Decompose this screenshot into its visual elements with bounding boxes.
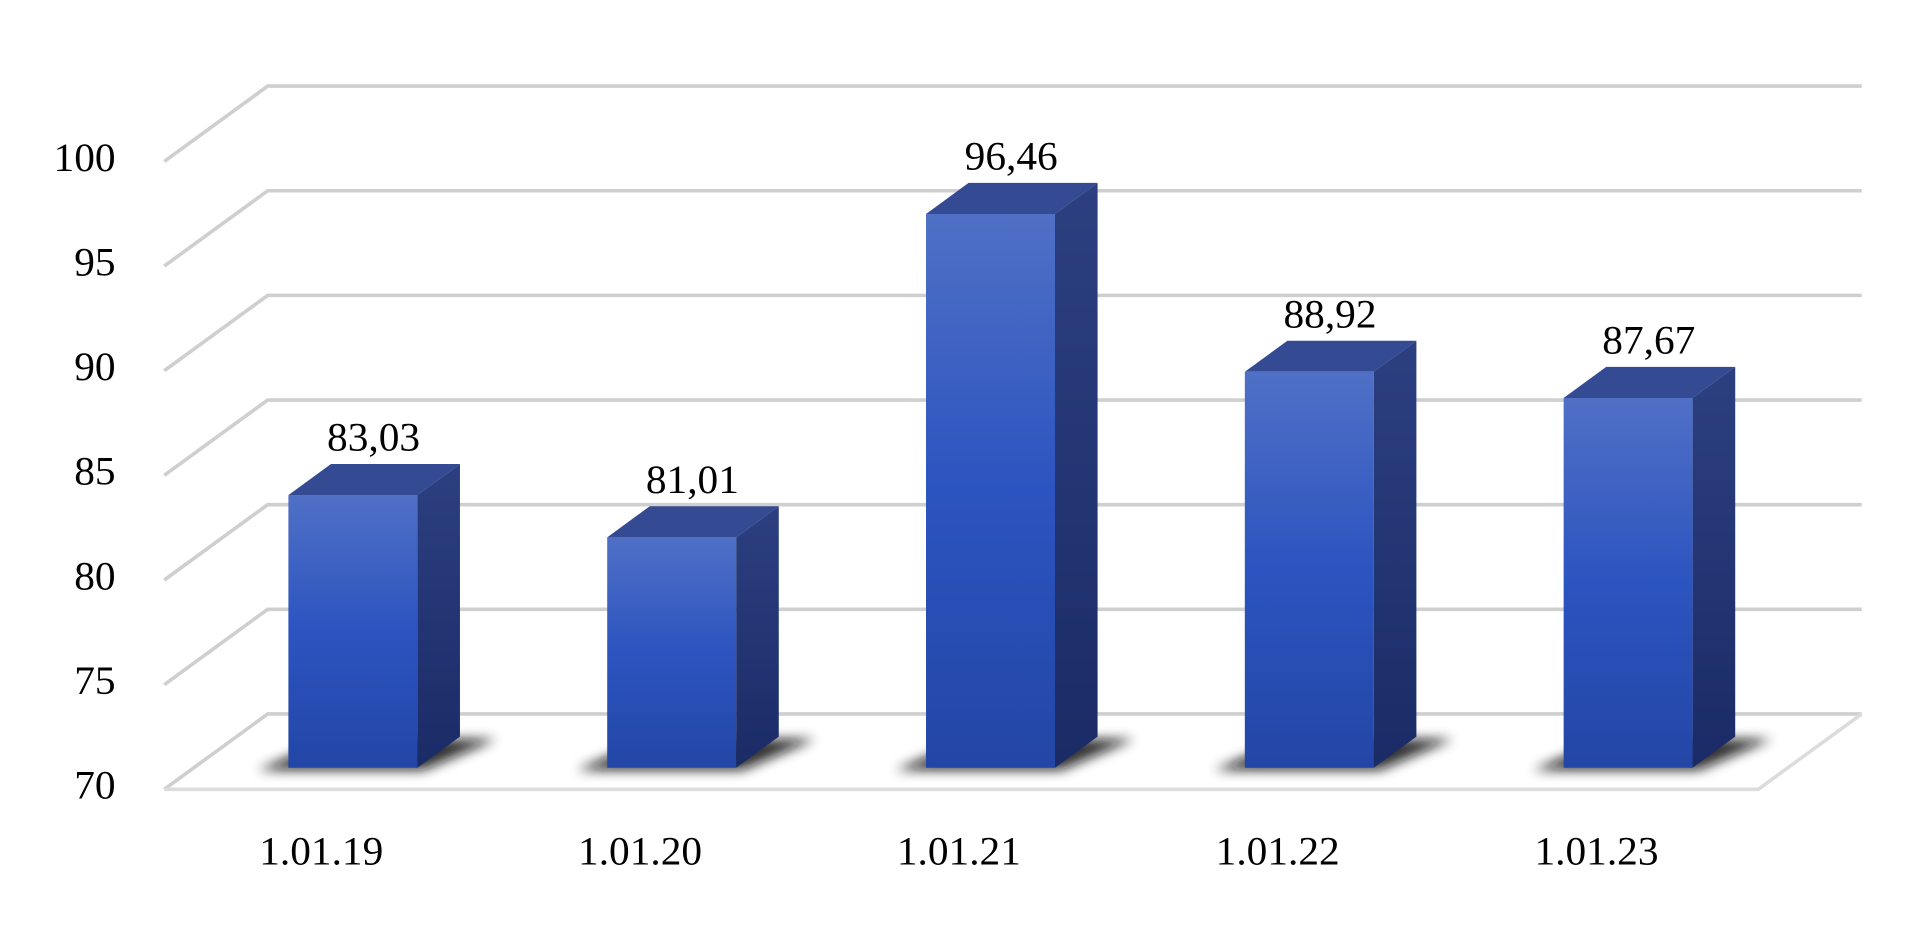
bar-side (1054, 182, 1098, 768)
bar-side (417, 463, 460, 768)
y-tick-label: 100 (54, 134, 116, 180)
bar-top (1244, 340, 1417, 372)
bars: 83,03 1.01.19 81,01 1.01.20 96,46 1.01.21 88,9… (257, 133, 1772, 874)
x-tick-label: 1.01.20 (578, 828, 702, 874)
y-tick-label: 75 (74, 657, 115, 703)
x-tick-label: 1.01.22 (1216, 828, 1340, 874)
bar-side (1373, 340, 1417, 768)
y-tick-label: 70 (74, 762, 115, 808)
x-tick-label: 1.01.23 (1534, 828, 1658, 874)
bar (1244, 371, 1374, 768)
bar-top (926, 182, 1098, 215)
y-tick-label: 95 (74, 239, 115, 285)
grid-line (163, 293, 1862, 373)
value-label: 96,46 (965, 133, 1058, 179)
bar-top (607, 506, 779, 538)
bar (607, 537, 737, 768)
grid-line (163, 84, 1862, 163)
y-tick-label: 90 (74, 343, 115, 389)
value-label: 88,92 (1283, 291, 1376, 337)
bar-top (1563, 366, 1736, 398)
floor-edge (164, 712, 1863, 792)
y-tick-label: 80 (74, 553, 115, 599)
x-tick-label: 1.01.21 (897, 828, 1021, 874)
grid-line (163, 188, 1862, 268)
value-label: 87,67 (1602, 317, 1695, 363)
x-tick-label: 1.01.19 (259, 828, 383, 874)
y-tick-label: 85 (74, 448, 115, 494)
bar-side (736, 506, 779, 768)
value-label: 83,03 (327, 414, 420, 460)
bar (288, 495, 418, 768)
value-label: 81,01 (646, 456, 739, 502)
bar (1563, 397, 1693, 768)
bar-side (1692, 366, 1736, 768)
bar-top (288, 463, 460, 496)
bar (926, 214, 1055, 768)
